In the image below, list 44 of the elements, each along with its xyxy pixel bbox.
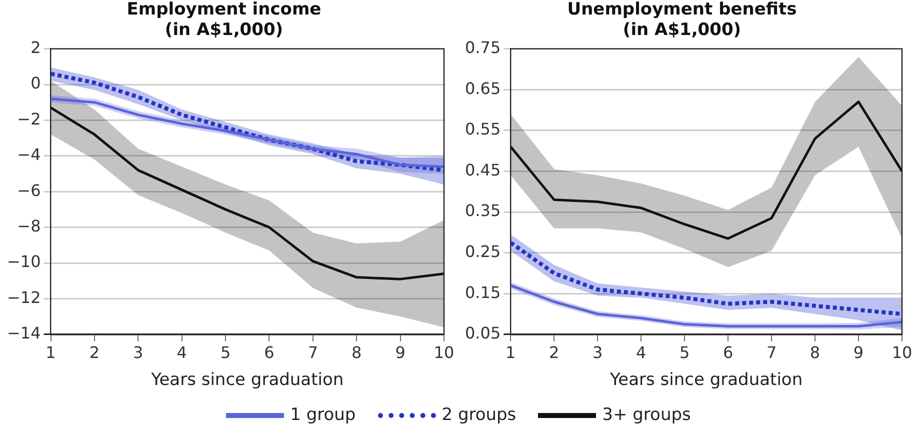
x-tick-label: 5 — [220, 343, 231, 362]
legend-label: 2 groups — [442, 405, 516, 425]
y-tick-label: −4 — [17, 145, 41, 164]
x-tick-label: 8 — [352, 343, 362, 362]
x-tick-label: 7 — [308, 343, 318, 362]
y-tick-label: −2 — [17, 109, 41, 128]
legend-label: 3+ groups — [602, 405, 691, 425]
y-tick-label: 0.35 — [465, 201, 501, 220]
x-tick-label: 5 — [679, 343, 690, 362]
x-tick-label: 6 — [722, 343, 734, 362]
x-tick-label: 6 — [264, 343, 274, 362]
y-tick-label: 0.15 — [465, 282, 501, 302]
x-tick-label: 7 — [766, 343, 777, 362]
y-tick-label: 2 — [30, 38, 41, 57]
y-tick-label: 0.55 — [465, 120, 501, 139]
y-tick-label: −12 — [7, 288, 41, 307]
x-tick-label: 1 — [46, 343, 56, 362]
x-tick-label: 4 — [636, 343, 646, 362]
y-tick-label: −8 — [17, 216, 41, 236]
x-tick-label: 10 — [434, 343, 454, 362]
y-tick-label: 0.25 — [465, 242, 501, 261]
x-tick-label: 9 — [395, 343, 406, 362]
y-tick-label: 0.65 — [465, 78, 501, 98]
x-tick-label: 9 — [853, 343, 864, 362]
legend-label: 1 group — [290, 405, 356, 425]
x-axis-title: Years since graduation — [609, 370, 803, 390]
x-tick-label: 8 — [810, 343, 820, 362]
chart-title: Unemployment benefits (in A$1,000) — [567, 0, 797, 40]
y-tick-label: −10 — [7, 252, 41, 272]
y-tick-label: −6 — [17, 180, 41, 200]
x-tick-label: 4 — [176, 343, 187, 362]
x-tick-label: 3 — [133, 343, 144, 362]
x-tick-label: 1 — [506, 343, 516, 362]
x-tick-label: 10 — [892, 343, 912, 362]
y-tick-label: −14 — [7, 324, 41, 343]
y-tick-label: 0.75 — [465, 38, 501, 57]
x-axis-title: Years since graduation — [150, 370, 344, 390]
y-tick-label: 0 — [30, 74, 41, 93]
x-tick-label: 2 — [549, 343, 560, 362]
chart-title: Employment income (in A$1,000) — [126, 0, 322, 40]
y-tick-label: 0.45 — [465, 160, 501, 180]
x-tick-label: 2 — [89, 343, 100, 362]
x-tick-label: 3 — [592, 343, 603, 362]
y-tick-label: 0.05 — [465, 324, 501, 343]
